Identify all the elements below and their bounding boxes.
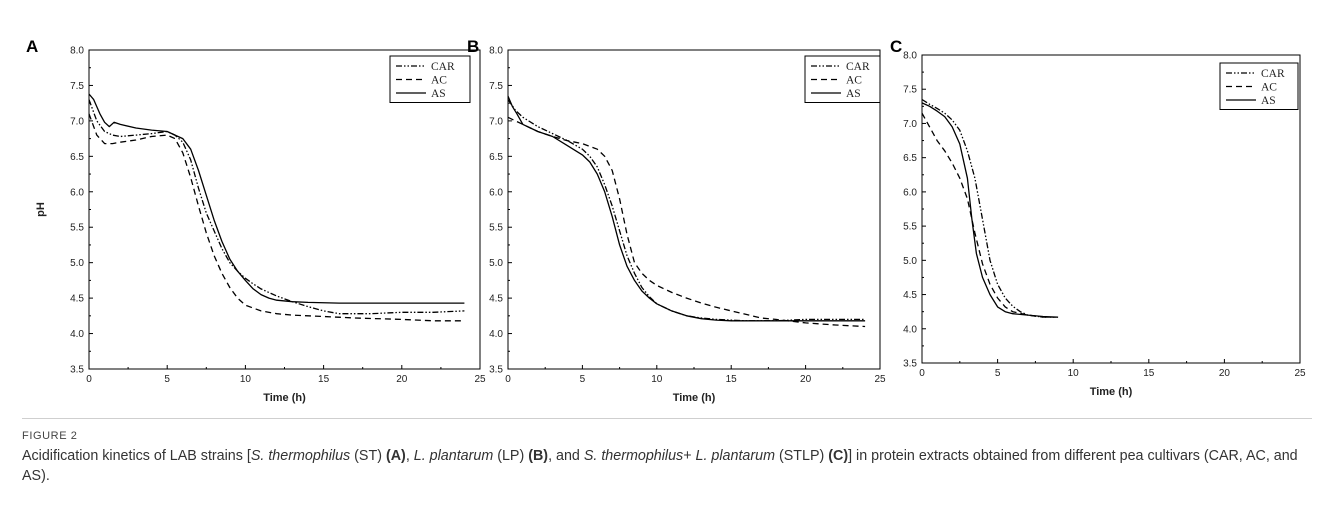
chart-panel-a: A 3.5 4.0 4.5 5.0 5.5 6.0 6.5 7.0 7.5 8.0 0 5 10 15 20 2… <box>26 37 486 404</box>
y-tick-label: 5.0 <box>70 258 84 269</box>
x-tick-label: 25 <box>474 374 486 385</box>
legend-label-car: CAR <box>431 61 455 73</box>
y-axis-title: pH <box>35 202 47 217</box>
chart-panel-b: B 3.5 4.0 4.5 5.0 5.5 6.0 6.5 7.0 7.5 8.0 0 5 10 15 20 2… <box>467 37 886 404</box>
figure-charts: A 3.5 4.0 4.5 5.0 5.5 6.0 6.5 7.0 7.5 8.0 0 5 10 15 20 2… <box>26 37 1306 404</box>
legend-label-as: AS <box>846 88 861 100</box>
legend-label-as: AS <box>431 88 446 100</box>
series-line-as <box>88 93 465 304</box>
y-tick-label: 4.5 <box>70 294 84 305</box>
y-tick-label: 3.5 <box>489 365 503 376</box>
y-tick-label: 7.5 <box>70 81 84 92</box>
x-tick-label: 15 <box>318 374 330 385</box>
x-axis-title: Time (h) <box>673 392 716 404</box>
x-tick-label: 10 <box>651 374 663 385</box>
chart-panel-c: C 3.5 4.0 4.5 5.0 5.5 6.0 6.5 7.0 7.5 8.0 0 5 10 15 20 2… <box>890 37 1306 398</box>
series-line-ac <box>507 116 866 328</box>
x-tick-label: 0 <box>505 374 511 385</box>
series-line-ac <box>88 113 465 322</box>
x-axis-title: Time (h) <box>1090 386 1133 398</box>
legend-label-ac: AC <box>431 75 447 87</box>
y-tick-label: 6.5 <box>70 152 84 163</box>
y-tick-label: 5.5 <box>489 223 503 234</box>
y-tick-label: 8.0 <box>903 51 917 62</box>
x-tick-label: 20 <box>396 374 408 385</box>
series-line-as <box>921 102 1059 318</box>
x-tick-label: 20 <box>1219 368 1231 379</box>
legend-label-car: CAR <box>846 61 870 73</box>
legend-box <box>1219 62 1299 110</box>
legend-box <box>389 55 471 103</box>
legend-label-as: AS <box>1261 95 1276 107</box>
y-tick-label: 6.5 <box>489 152 503 163</box>
x-tick-label: 20 <box>800 374 812 385</box>
y-tick-label: 4.0 <box>489 329 503 340</box>
y-tick-label: 6.0 <box>70 187 84 198</box>
x-tick-label: 0 <box>919 368 925 379</box>
panel-label: A <box>26 37 38 56</box>
series-line-car <box>507 99 866 322</box>
x-tick-label: 5 <box>580 374 586 385</box>
series-line-car <box>88 99 465 315</box>
y-tick-label: 7.5 <box>489 81 503 92</box>
x-axis-title: Time (h) <box>263 392 306 404</box>
y-tick-label: 6.5 <box>903 153 917 164</box>
y-tick-label: 7.0 <box>489 116 503 127</box>
series-line-ac <box>921 112 1059 318</box>
y-tick-label: 6.0 <box>903 187 917 198</box>
x-tick-label: 10 <box>240 374 252 385</box>
y-tick-label: 5.0 <box>489 258 503 269</box>
y-tick-label: 7.0 <box>903 119 917 130</box>
y-tick-label: 7.5 <box>903 85 917 96</box>
y-tick-label: 4.0 <box>903 324 917 335</box>
legend-label-ac: AC <box>1261 82 1277 94</box>
y-tick-label: 5.0 <box>903 256 917 267</box>
panel-label: C <box>890 37 902 56</box>
y-tick-label: 7.0 <box>70 116 84 127</box>
x-tick-label: 15 <box>1143 368 1155 379</box>
y-tick-label: 4.0 <box>70 329 84 340</box>
y-tick-label: 4.5 <box>489 294 503 305</box>
y-tick-label: 3.5 <box>70 365 84 376</box>
x-tick-label: 0 <box>86 374 92 385</box>
y-tick-label: 4.5 <box>903 290 917 301</box>
x-tick-label: 25 <box>1294 368 1306 379</box>
x-tick-label: 5 <box>164 374 170 385</box>
x-tick-label: 10 <box>1068 368 1080 379</box>
y-tick-label: 5.5 <box>70 223 84 234</box>
legend-label-car: CAR <box>1261 68 1285 80</box>
legend-label-ac: AC <box>846 75 862 87</box>
series-line-car <box>921 98 1059 318</box>
y-tick-label: 3.5 <box>903 359 917 370</box>
x-tick-label: 25 <box>874 374 886 385</box>
panel-label: B <box>467 37 479 56</box>
x-tick-label: 15 <box>726 374 738 385</box>
figure-caption: Acidification kinetics of LAB strains [S… <box>22 448 1298 484</box>
y-tick-label: 6.0 <box>489 187 503 198</box>
legend-box <box>804 55 881 103</box>
x-tick-label: 5 <box>995 368 1001 379</box>
caption-divider <box>22 418 1312 419</box>
series-line-as <box>507 95 866 322</box>
y-tick-label: 8.0 <box>489 46 503 57</box>
figure-label: FIGURE 2 <box>22 430 78 442</box>
y-tick-label: 5.5 <box>903 222 917 233</box>
y-tick-label: 8.0 <box>70 46 84 57</box>
